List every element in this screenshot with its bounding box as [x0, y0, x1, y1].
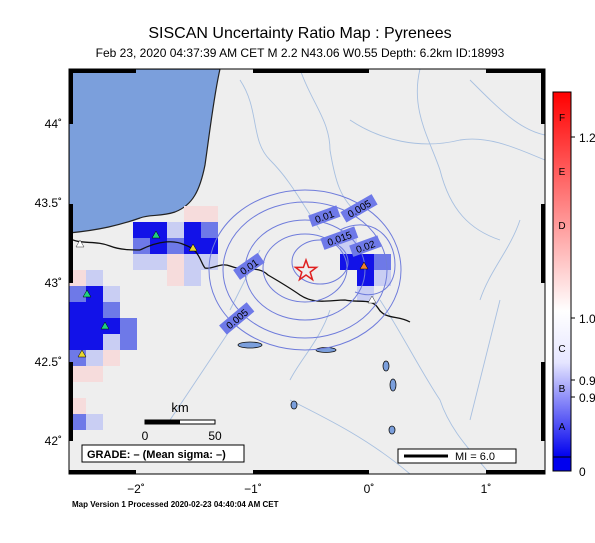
- frame-ticks: [69, 69, 545, 474]
- station-marker: [100, 321, 110, 330]
- uncertainty-cell: [201, 238, 218, 254]
- uncertainty-cells: [69, 206, 391, 430]
- stations: [75, 230, 377, 358]
- lon-tick: 0˚: [364, 482, 375, 496]
- uncertainty-cell: [86, 350, 103, 366]
- uncertainty-cell: [86, 334, 103, 350]
- reservoirs: [237, 341, 425, 459]
- scale-right: 50: [208, 429, 222, 443]
- lat-tick: 43˚: [45, 276, 62, 290]
- processing-footer: Map Version 1 Processed 2020-02-23 04:40…: [72, 500, 279, 509]
- event-info: Feb 23, 2020 04:37:39 AM CET M 2.2 N43.0…: [95, 46, 505, 60]
- uncertainty-cell: [103, 350, 120, 366]
- uncertainty-cell: [86, 302, 103, 318]
- uncertainty-cell: [150, 254, 167, 270]
- scale-unit: km: [171, 400, 188, 415]
- map-title: SISCAN Uncertainty Ratio Map : Pyrenees: [148, 25, 452, 42]
- sea: [69, 69, 221, 234]
- uncertainty-cell: [120, 334, 137, 350]
- uncertainty-cell: [69, 286, 86, 302]
- station-marker: [75, 239, 85, 248]
- uncertainty-cell: [86, 414, 103, 430]
- uncertainty-cell: [86, 366, 103, 382]
- lon-tick: 1˚: [481, 482, 492, 496]
- grade-label: F: [559, 113, 565, 124]
- colorbar-value: 1.2: [579, 131, 595, 145]
- uncertainty-cell: [184, 206, 201, 222]
- rivers: [169, 69, 545, 474]
- station-marker: [151, 230, 161, 239]
- lat-tick: 43.5˚: [35, 196, 62, 210]
- station-marker: [367, 295, 377, 304]
- mi-text: MI = 6.0: [455, 451, 495, 463]
- uncertainty-cell: [69, 270, 86, 286]
- colorbar-value: 0.9: [579, 374, 595, 388]
- grade-label: A: [559, 422, 566, 433]
- uncertainty-cell: [184, 270, 201, 286]
- uncertainty-cell: [167, 270, 184, 286]
- uncertainty-cell: [69, 302, 86, 318]
- uncertainty-cell: [133, 222, 150, 238]
- uncertainty-cell: [103, 318, 120, 334]
- uncertainty-cell: [184, 222, 201, 238]
- uncertainty-cell: [357, 254, 374, 270]
- station-marker: [359, 261, 369, 270]
- lon-tick: −2˚: [127, 482, 145, 496]
- grade-label: C: [558, 344, 565, 355]
- grade-label: E: [559, 167, 566, 178]
- uncertainty-cell: [69, 366, 86, 382]
- uncertainty-cell: [69, 334, 86, 350]
- station-marker: [77, 349, 87, 358]
- uncertainty-cell: [201, 206, 218, 222]
- colorbar-min-swatch: [552, 456, 572, 472]
- lat-tick: 44˚: [45, 117, 62, 131]
- uncertainty-cell: [374, 254, 391, 270]
- uncertainty-cell: [374, 270, 391, 286]
- colorbar-gradient: [552, 91, 572, 458]
- uncertainty-cell: [120, 318, 137, 334]
- colorbar: F E D C B A 1.2 1.0 0.9 0.9 0: [552, 91, 595, 479]
- uncertainty-cell: [69, 414, 86, 430]
- uncertainty-cell: [201, 222, 218, 238]
- lon-tick: −1˚: [244, 482, 262, 496]
- uncertainty-cell: [69, 398, 86, 414]
- uncertainty-cell: [167, 238, 184, 254]
- epicenter-star: [293, 257, 319, 282]
- uncertainty-cell: [86, 318, 103, 334]
- uncertainty-cell: [69, 318, 86, 334]
- colorbar-value: 1.0: [579, 312, 595, 326]
- uncertainty-cell: [103, 334, 120, 350]
- uncertainty-cell: [357, 286, 374, 302]
- uncertainty-contours: [208, 189, 402, 351]
- grade-text: GRADE: – (Mean sigma: –): [87, 449, 226, 461]
- lat-tick: 42.5˚: [35, 355, 62, 369]
- lat-tick: 42˚: [45, 434, 62, 448]
- uncertainty-cell: [150, 238, 167, 254]
- colorbar-value: 0: [579, 465, 586, 479]
- uncertainty-cell: [184, 254, 201, 270]
- grade-box: GRADE: – (Mean sigma: –): [81, 444, 245, 463]
- colorbar-value: 0.9: [579, 391, 595, 405]
- uncertainty-cell: [167, 222, 184, 238]
- station-marker: [188, 243, 198, 252]
- mi-legend: MI = 6.0: [397, 448, 517, 464]
- uncertainty-cell: [86, 270, 103, 286]
- scale-left: 0: [142, 429, 149, 443]
- uncertainty-cell: [357, 270, 374, 286]
- uncertainty-cell: [167, 254, 184, 270]
- axis-labels: −2˚ −1˚ 0˚ 1˚ 44˚ 43.5˚ 43˚ 42.5˚ 42˚: [35, 117, 492, 496]
- uncertainty-cell: [103, 286, 120, 302]
- grade-label: D: [558, 221, 565, 232]
- uncertainty-cell: [103, 302, 120, 318]
- uncertainty-cell: [133, 254, 150, 270]
- grade-label: B: [559, 384, 566, 395]
- station-marker: [82, 289, 92, 298]
- scale-bar: km 0 50: [142, 400, 222, 443]
- uncertainty-cell: [86, 286, 103, 302]
